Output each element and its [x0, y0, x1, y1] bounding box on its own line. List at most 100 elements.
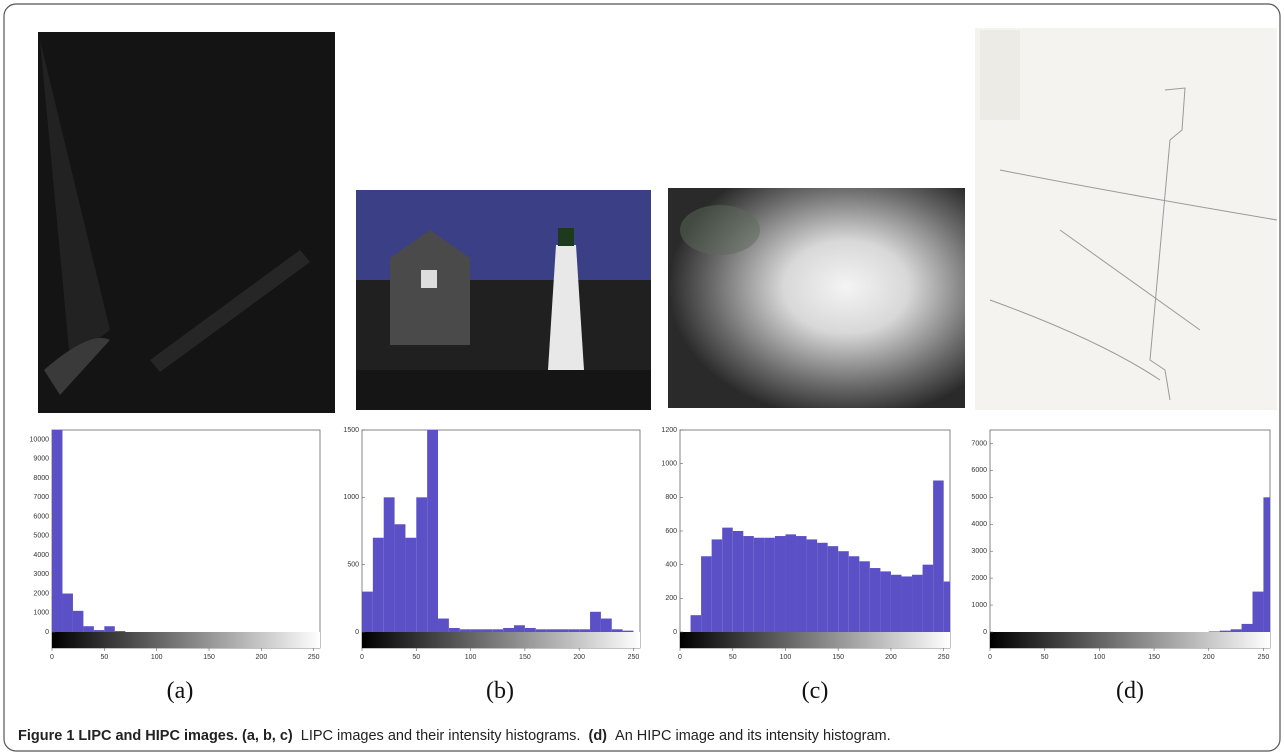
x-tick-label: 200: [885, 654, 897, 661]
histogram: 0 200 400 600 800 1000 1200 0 50 100 150 200 250: [661, 427, 951, 661]
bars: [52, 430, 126, 632]
x-tick-label: 50: [100, 654, 108, 661]
bar: [901, 576, 913, 632]
y-tick-label: 1000: [971, 602, 987, 609]
y-tick-label: 1200: [661, 427, 677, 434]
bar: [1241, 623, 1253, 632]
caption-title: Figure 1 LIPC and HIPC images.: [18, 728, 238, 744]
bars: [690, 480, 950, 632]
image-b: [356, 190, 651, 410]
bar: [743, 536, 754, 632]
y-tick-label: 1500: [343, 427, 359, 434]
bar: [785, 534, 797, 632]
bar: [838, 551, 849, 632]
gray-scale-bar: [52, 632, 320, 648]
bar: [1230, 629, 1242, 632]
bar: [869, 568, 881, 632]
y-tick-label: 600: [665, 528, 677, 535]
bar: [114, 631, 126, 632]
x-tick-label: 100: [151, 654, 163, 661]
bar: [600, 618, 612, 632]
caption-text: An HIPC image and its intensity histogra…: [615, 728, 891, 744]
x-tick-label: 200: [1203, 654, 1215, 661]
y-tick-label: 4000: [971, 521, 987, 528]
y-tick-label: 7000: [33, 494, 49, 501]
x-tick-label: 150: [519, 654, 531, 661]
y-tick-label: 1000: [33, 610, 49, 617]
y-tick-label: 2000: [971, 575, 987, 582]
bar: [405, 537, 417, 632]
bar: [933, 480, 944, 632]
bar: [438, 618, 449, 632]
x-tick-label: 250: [1258, 654, 1270, 661]
bars: [1208, 497, 1270, 632]
y-tick-label: 1000: [343, 494, 359, 501]
bar: [711, 539, 723, 632]
y-tick-label: 0: [673, 629, 677, 636]
x-tick-label: 0: [360, 654, 364, 661]
image-d: [975, 28, 1278, 410]
bar: [427, 430, 439, 632]
bar: [590, 611, 601, 632]
x-tick-label: 200: [256, 654, 268, 661]
bar: [1219, 630, 1231, 632]
bar: [503, 627, 515, 632]
bar: [492, 629, 504, 632]
x-tick-label: 0: [678, 654, 682, 661]
y-tick-label: 800: [665, 494, 677, 501]
plot-area: [989, 429, 1271, 649]
bar: [383, 497, 395, 632]
bar: [611, 629, 623, 632]
bar: [568, 629, 580, 632]
histogram: 0100020003000400050006000700080009000100…: [30, 429, 321, 661]
x-tick-label: 150: [1148, 654, 1160, 661]
y-tick-label: 3000: [33, 571, 49, 578]
bar: [72, 610, 84, 632]
panel-label: (b): [486, 678, 514, 704]
bar: [722, 527, 733, 632]
x-tick-label: 200: [573, 654, 585, 661]
bar: [1252, 591, 1264, 632]
bar: [890, 574, 902, 632]
bar: [514, 625, 525, 632]
x-tick-label: 250: [938, 654, 950, 661]
y-tick-label: 1000: [661, 461, 677, 468]
y-tick-label: 200: [665, 595, 677, 602]
bar: [579, 629, 591, 632]
y-tick-label: 7000: [971, 440, 987, 447]
y-tick-label: 6000: [33, 513, 49, 520]
x-tick-label: 50: [1041, 654, 1049, 661]
y-tick-label: 2000: [33, 590, 49, 597]
bar: [1263, 497, 1270, 632]
y-tick-label: 0: [45, 629, 49, 636]
bar: [470, 629, 482, 632]
gray-scale-bar: [680, 632, 950, 648]
x-tick-label: 150: [832, 654, 844, 661]
bar: [481, 629, 493, 632]
bar: [690, 615, 702, 632]
histograms: 0100020003000400050006000700080009000100…: [30, 427, 1271, 661]
bar: [394, 524, 406, 632]
image-c: [668, 188, 965, 408]
y-tick-label: 0: [983, 629, 987, 636]
y-tick-label: 6000: [971, 467, 987, 474]
bar: [859, 561, 870, 632]
image-a: [38, 32, 335, 413]
bar: [62, 593, 73, 632]
bar: [774, 536, 786, 632]
bar: [104, 626, 115, 632]
bar: [701, 556, 712, 632]
panel-label: (c): [802, 678, 829, 704]
bar: [622, 630, 634, 632]
bar: [557, 629, 569, 632]
caption-text: LIPC images and their intensity histogra…: [300, 728, 581, 744]
y-tick-label: 0: [355, 629, 359, 636]
y-tick-label: 400: [665, 562, 677, 569]
y-tick-label: 5000: [33, 533, 49, 540]
panel-label: (a): [167, 678, 194, 704]
x-tick-label: 0: [50, 654, 54, 661]
bar: [52, 430, 63, 632]
bar: [362, 591, 373, 632]
bar: [880, 571, 891, 632]
